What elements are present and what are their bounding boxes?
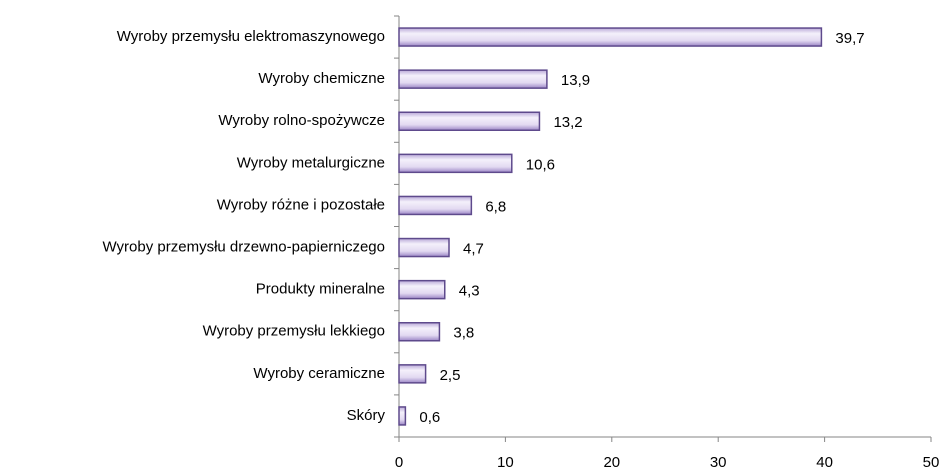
bar	[398, 279, 446, 300]
y-tick-label: Wyroby różne i pozostałe	[217, 196, 385, 213]
value-label: 13,2	[553, 114, 582, 131]
bar	[398, 237, 450, 258]
value-label: 3,8	[453, 325, 474, 342]
bar	[398, 69, 548, 89]
y-tick-label: Produkty mineralne	[256, 281, 385, 298]
x-tick-label: 30	[710, 454, 727, 471]
y-tick-label: Skóry	[347, 407, 386, 424]
value-label: 4,7	[463, 241, 484, 258]
y-tick-label: Wyroby metalurgiczne	[237, 154, 385, 171]
value-label: 39,7	[835, 30, 864, 47]
bar	[398, 406, 407, 426]
x-tick-label: 10	[497, 454, 514, 471]
x-tick-label: 40	[816, 454, 833, 471]
bar	[398, 364, 427, 384]
bar	[398, 195, 473, 216]
y-tick-label: Wyroby przemysłu lekkiego	[203, 323, 385, 340]
bar	[398, 322, 441, 342]
y-tick-label: Wyroby chemiczne	[258, 70, 385, 87]
x-tick-label: 50	[923, 454, 940, 471]
value-label: 0,6	[419, 409, 440, 426]
y-tick-label: Wyroby ceramiczne	[253, 365, 385, 382]
value-label: 4,3	[459, 283, 480, 300]
value-label: 6,8	[485, 198, 506, 215]
bar	[398, 153, 513, 174]
value-label: 13,9	[561, 72, 590, 89]
x-tick-label: 20	[603, 454, 620, 471]
bar	[398, 111, 541, 131]
y-tick-label: Wyroby przemysłu drzewno-papierniczego	[103, 239, 385, 256]
bar	[398, 27, 823, 47]
y-tick-label: Wyroby rolno-spożywcze	[218, 112, 385, 129]
value-label: 2,5	[440, 367, 461, 384]
x-tick-label: 0	[395, 454, 403, 471]
y-tick-label: Wyroby przemysłu elektromaszynowego	[117, 28, 385, 45]
value-label: 10,6	[526, 156, 555, 173]
